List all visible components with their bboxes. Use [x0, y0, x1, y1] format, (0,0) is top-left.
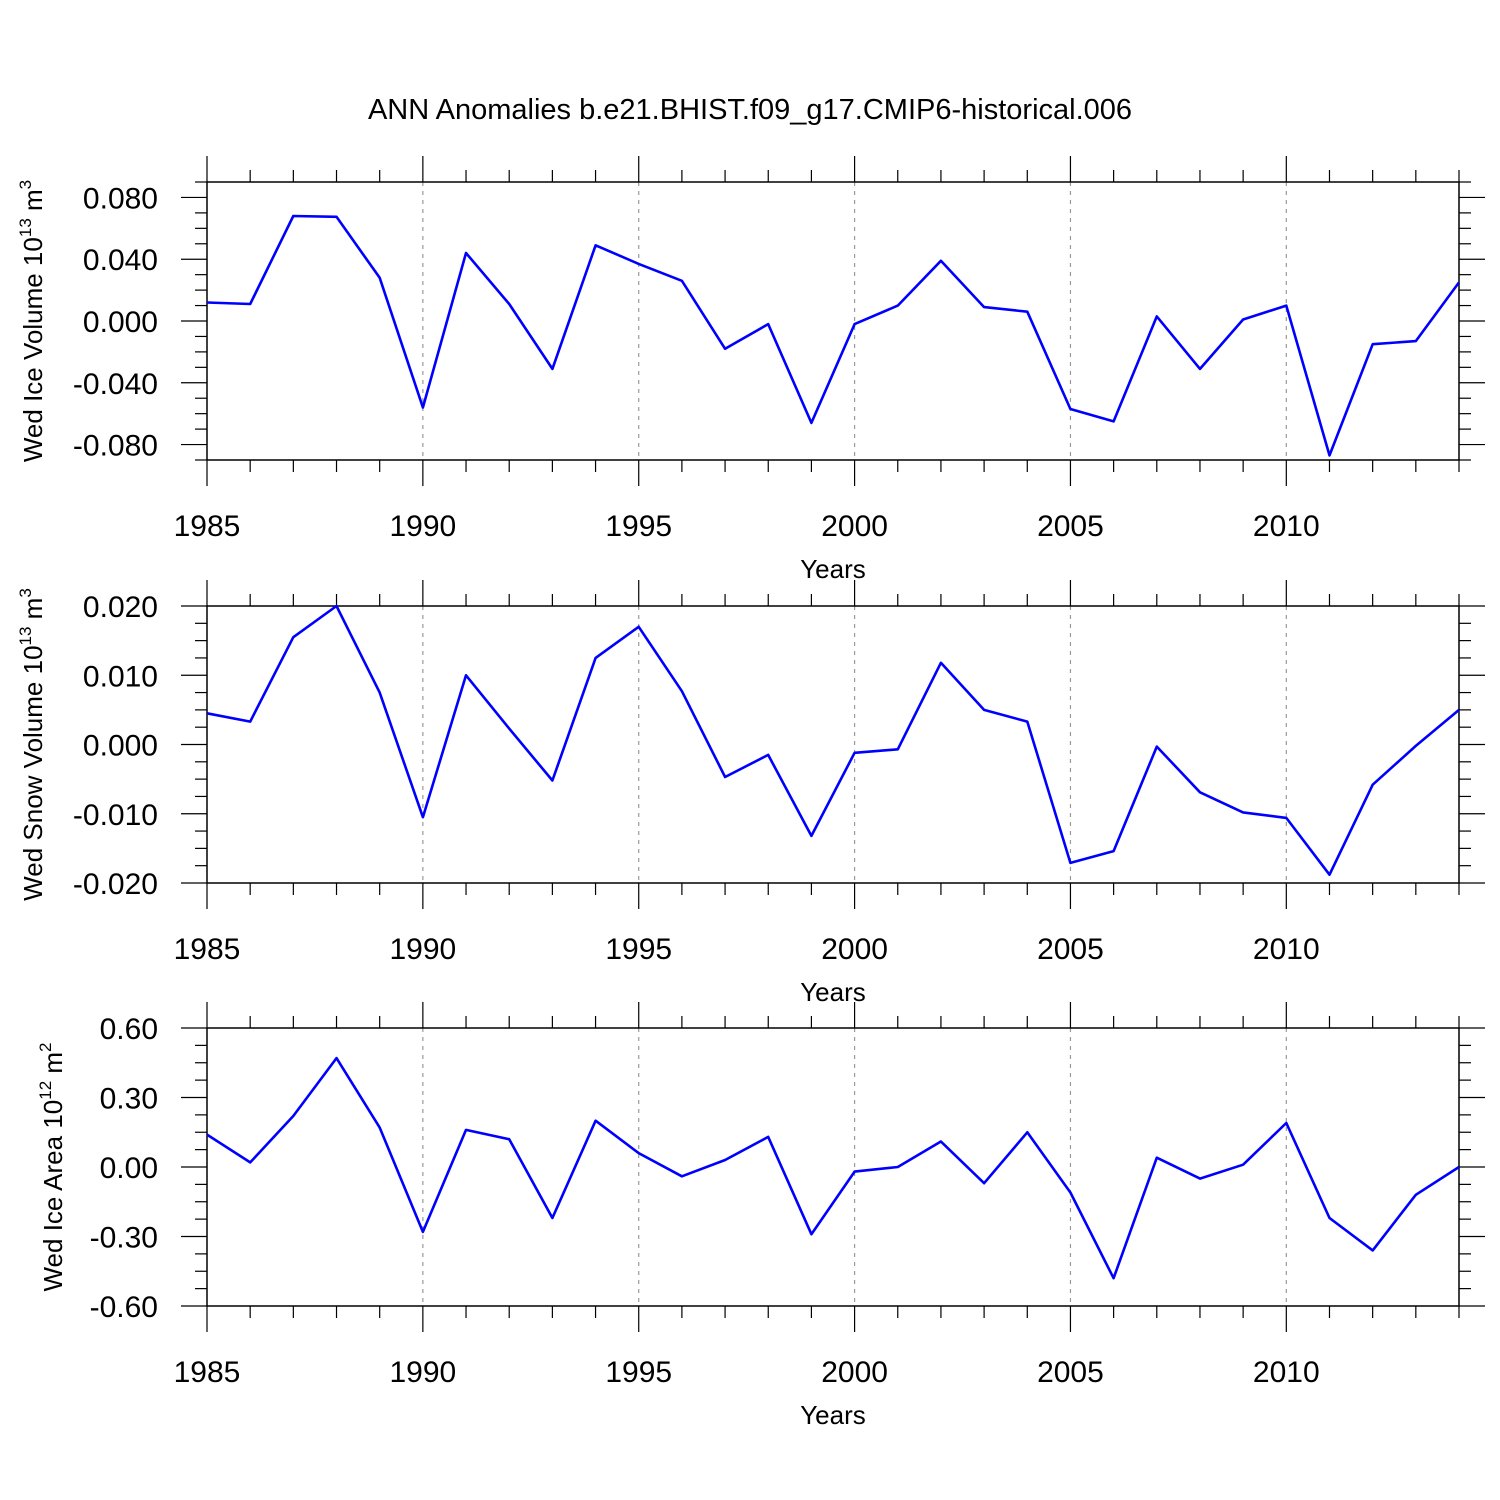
x-tick-label: 2000 [821, 933, 888, 966]
y-axis-title-unit: m [38, 1052, 68, 1081]
x-tick-label: 1995 [605, 933, 672, 966]
x-tick-label: 1995 [605, 1356, 672, 1389]
series-line [206, 214, 1461, 457]
y-axis-title-unit-exponent: 2 [36, 1042, 55, 1051]
y-tick-label: 0.000 [83, 306, 158, 339]
y-tick-label: -0.010 [73, 799, 158, 832]
x-tick-label: 2005 [1037, 933, 1104, 966]
x-tick-label: 1990 [389, 1356, 456, 1389]
x-tick-label: 2010 [1253, 510, 1320, 543]
y-axis-title: Wed Snow Volume 1013 m3 [16, 588, 48, 901]
y-axis-title-unit: m [18, 189, 48, 218]
y-tick-label: 0.020 [83, 591, 158, 624]
y-axis-title: Wed Ice Area 1012 m2 [36, 1042, 68, 1291]
y-tick-label: 0.080 [83, 182, 158, 215]
x-tick-label: 2005 [1037, 1356, 1104, 1389]
y-axis-title: Wed Ice Volume 1013 m3 [16, 180, 48, 462]
x-tick-label: 1990 [389, 933, 456, 966]
y-tick-label: 0.00 [100, 1152, 158, 1185]
y-tick-label: -0.30 [90, 1222, 158, 1255]
y-tick-label: -0.080 [73, 430, 158, 463]
x-tick-label: 1985 [174, 933, 241, 966]
panel-2: 0.020 0.010 0.000 -0.010 -0.020 1985 1990 1995 2… [16, 580, 1485, 1007]
x-tick-label: 1985 [174, 1356, 241, 1389]
y-tick-label: -0.020 [73, 868, 158, 901]
x-axis-title: Years [800, 977, 866, 1007]
x-tick-label: 2000 [821, 510, 888, 543]
y-axis-title-exponent: 13 [16, 627, 35, 646]
y-axis-title-unit: m [18, 598, 48, 627]
y-axis-title-unit-exponent: 3 [16, 180, 35, 189]
x-tick-label: 2005 [1037, 510, 1104, 543]
x-tick-label: 2000 [821, 1356, 888, 1389]
y-tick-label: 0.040 [83, 244, 158, 277]
x-tick-label: 1985 [174, 510, 241, 543]
panel-1: 0.080 0.040 0.000 -0.040 -0.080 1985 1990 1995 2… [16, 156, 1485, 584]
x-tick-label: 2010 [1253, 1356, 1320, 1389]
series-line [206, 604, 1460, 877]
y-axis-title-text: Wed Snow Volume 10 [18, 645, 48, 900]
y-tick-label: 0.000 [83, 730, 158, 763]
y-tick-label: 0.60 [100, 1013, 158, 1046]
y-axis-title-text: Wed Ice Volume 10 [18, 237, 48, 462]
y-axis-title-unit-exponent: 3 [16, 588, 35, 597]
y-tick-label: 0.30 [100, 1083, 158, 1116]
x-tick-label: 1990 [389, 510, 456, 543]
y-axis-title-exponent: 12 [36, 1081, 55, 1100]
x-axis-title: Years [800, 554, 866, 584]
chart-title: ANN Anomalies b.e21.BHIST.f09_g17.CMIP6-… [368, 94, 1132, 126]
x-tick-label: 1995 [605, 510, 672, 543]
y-axis-title-text: Wed Ice Area 10 [38, 1100, 68, 1292]
plot-frame [206, 605, 1460, 884]
x-axis-title: Years [800, 1400, 866, 1430]
series-line [206, 1056, 1460, 1280]
x-tick-label: 2010 [1253, 933, 1320, 966]
y-axis-title-exponent: 13 [16, 218, 35, 237]
y-tick-label: 0.010 [83, 660, 158, 693]
plot-frame [206, 181, 1460, 461]
y-tick-label: -0.040 [73, 368, 158, 401]
panel-3: 0.60 0.30 0.00 -0.30 -0.60 1985 1990 1995 2000 20… [36, 1002, 1485, 1430]
y-tick-label: -0.60 [90, 1291, 158, 1324]
panels: 0.080 0.040 0.000 -0.040 -0.080 1985 1990 1995 2… [16, 156, 1485, 1430]
